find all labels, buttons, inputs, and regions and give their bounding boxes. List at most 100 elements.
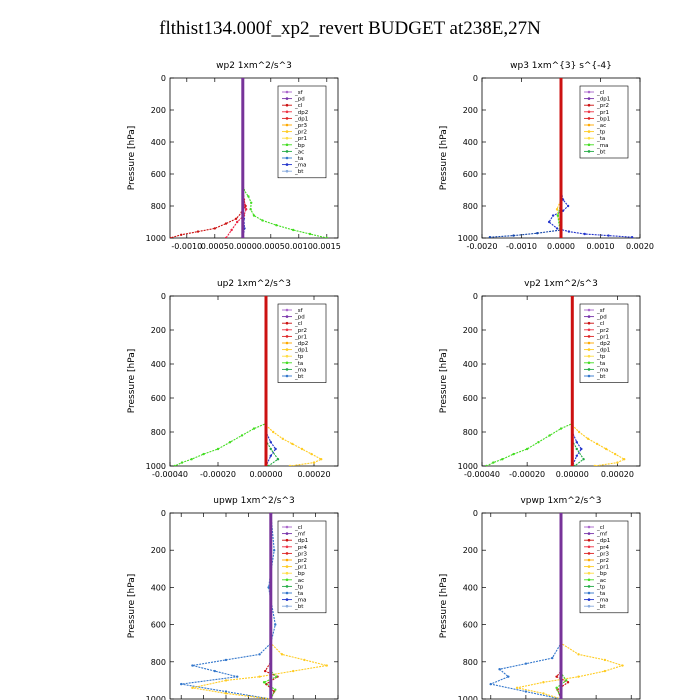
data-point bbox=[577, 675, 580, 678]
legend-marker bbox=[285, 130, 289, 133]
data-point bbox=[524, 690, 528, 693]
legend-marker bbox=[285, 368, 289, 371]
legend-entry: _ma bbox=[294, 367, 306, 373]
data-point bbox=[303, 658, 306, 662]
y-tick-label: 200 bbox=[151, 546, 166, 555]
legend-marker bbox=[587, 335, 591, 338]
legend-marker bbox=[587, 130, 591, 133]
data-point bbox=[524, 662, 528, 665]
legend-entry: _pr1 bbox=[596, 334, 609, 340]
legend-entry: _pr1 bbox=[596, 110, 609, 116]
x-tick-label: 0.00020 bbox=[297, 470, 330, 479]
panel-title: vp2 1xm^2/s^3 bbox=[524, 279, 598, 289]
data-point bbox=[570, 464, 574, 466]
series-line-pr2 bbox=[265, 296, 323, 466]
y-tick-label: 600 bbox=[151, 170, 166, 179]
data-point bbox=[582, 458, 585, 461]
legend-entry: _ac bbox=[294, 149, 304, 155]
data-point bbox=[308, 232, 312, 236]
data-point bbox=[180, 233, 183, 236]
data-point bbox=[542, 681, 545, 684]
data-point bbox=[191, 664, 194, 667]
legend-marker bbox=[285, 604, 289, 608]
legend-marker bbox=[285, 150, 289, 153]
legend-entry: _ta bbox=[596, 136, 605, 142]
x-tick-label: 0.00000 bbox=[556, 470, 589, 479]
legend-marker bbox=[285, 169, 289, 173]
data-point bbox=[280, 653, 284, 656]
data-point bbox=[555, 675, 558, 678]
legend-entry: _pr4 bbox=[596, 545, 610, 551]
data-point bbox=[224, 692, 228, 695]
data-point bbox=[575, 454, 578, 457]
series-line-ta bbox=[265, 296, 277, 466]
data-point bbox=[548, 434, 551, 437]
legend-entry: _tp bbox=[294, 584, 304, 590]
legend-entry: _bt bbox=[596, 374, 606, 380]
series-group bbox=[488, 513, 625, 699]
data-point bbox=[525, 447, 529, 451]
legend-entry: _ta bbox=[294, 361, 303, 367]
x-tick-label: 0.00020 bbox=[601, 470, 634, 479]
x-tick-label: -0.00040 bbox=[152, 470, 188, 479]
legend-entry: _pr3 bbox=[294, 551, 308, 557]
plot-frame bbox=[169, 295, 339, 467]
legend-entry: _dp2 bbox=[596, 341, 610, 347]
legend-entry: _pr1 bbox=[294, 334, 307, 340]
series-group bbox=[488, 78, 634, 238]
data-point bbox=[489, 682, 492, 686]
data-point bbox=[613, 452, 617, 456]
legend-marker bbox=[587, 604, 591, 608]
legend-entry: _ta bbox=[596, 591, 605, 597]
data-point bbox=[241, 78, 245, 80]
data-point bbox=[224, 236, 228, 238]
legend-marker bbox=[587, 315, 591, 318]
legend-entry: _ma bbox=[596, 143, 608, 149]
data-point bbox=[258, 675, 261, 678]
data-point bbox=[593, 464, 597, 466]
legend-entry: _bp bbox=[294, 571, 305, 577]
legend-marker bbox=[587, 354, 591, 358]
legend-marker bbox=[587, 552, 591, 555]
legend-marker bbox=[587, 585, 591, 588]
legend-marker bbox=[285, 545, 289, 549]
legend-marker bbox=[587, 341, 591, 345]
x-tick-label: 0.0010 bbox=[285, 242, 313, 251]
legend-marker bbox=[285, 163, 289, 166]
legend-entry: _ta bbox=[294, 156, 303, 162]
legend-entry: _pr2 bbox=[596, 328, 609, 334]
legend-marker bbox=[587, 525, 591, 529]
legend-marker bbox=[285, 143, 289, 147]
y-tick-label: 1000 bbox=[458, 462, 478, 471]
y-tick-label: 600 bbox=[463, 621, 478, 630]
data-point bbox=[264, 464, 268, 466]
y-tick-label: 200 bbox=[463, 106, 478, 115]
x-tick-label: 0.0005 bbox=[201, 242, 229, 251]
data-point bbox=[498, 668, 501, 671]
legend-entry: _dp1 bbox=[596, 97, 610, 103]
panel-5: upwp 1xm^2/s^3 Pressure [hPa] 0 200 400 600 80… bbox=[127, 496, 339, 700]
figure-title: flthist134.000f_xp2_revert BUDGET at238E… bbox=[159, 18, 541, 39]
data-point bbox=[275, 224, 278, 227]
data-point bbox=[555, 686, 558, 690]
legend-entry: _ac bbox=[596, 123, 606, 129]
y-tick-label: 0 bbox=[161, 74, 166, 83]
legend-marker bbox=[587, 538, 591, 542]
legend-marker bbox=[285, 348, 289, 351]
legend-entry: _ta bbox=[596, 361, 605, 367]
legend-marker bbox=[285, 117, 289, 120]
legend-marker bbox=[285, 585, 289, 588]
legend-entry: _cl bbox=[596, 321, 605, 327]
y-tick-label: 600 bbox=[151, 394, 166, 403]
data-point bbox=[269, 441, 272, 444]
legend-marker bbox=[587, 97, 591, 100]
data-point bbox=[551, 214, 555, 217]
data-point bbox=[269, 513, 273, 515]
x-tick-label: -0.0020 bbox=[467, 242, 498, 251]
legend-marker bbox=[587, 143, 591, 147]
y-tick-label: 0 bbox=[473, 509, 478, 518]
y-tick-label: 400 bbox=[151, 138, 166, 147]
legend-box bbox=[277, 520, 327, 614]
legend-entry: _cl bbox=[294, 321, 303, 327]
data-point bbox=[577, 653, 580, 656]
